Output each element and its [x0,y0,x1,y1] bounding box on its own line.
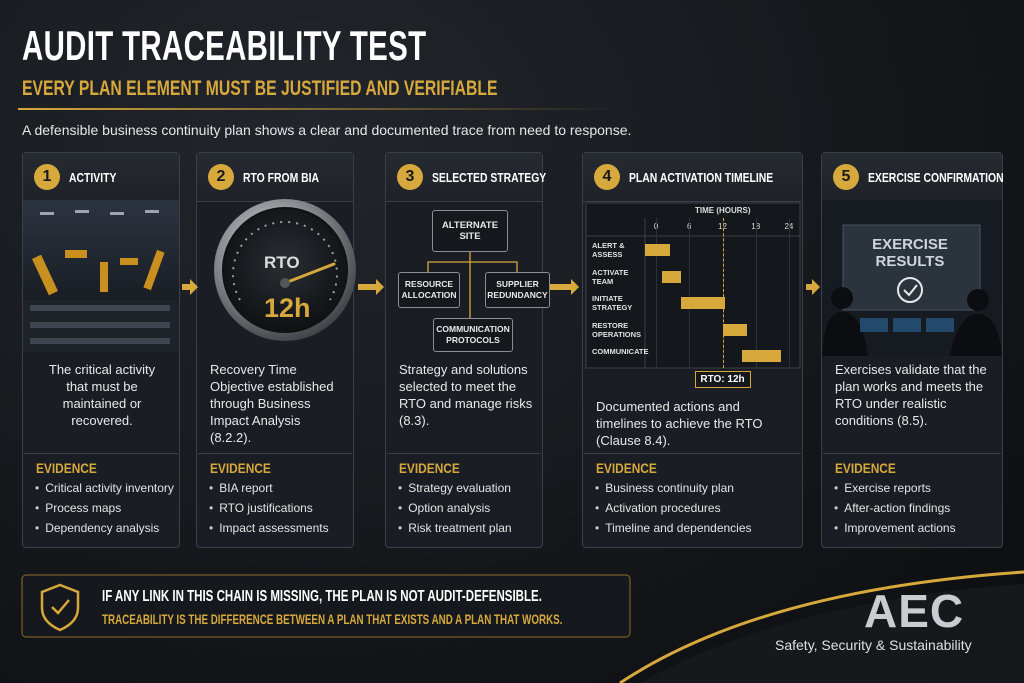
gantt-frame [585,202,801,369]
gauge-value: 12h [264,293,311,323]
evidence-item: Activation procedures [595,501,720,515]
evidence-item: Process maps [35,501,121,515]
evidence-item: Business continuity plan [595,481,734,495]
step-description: Documented actions and timelines to achi… [596,399,763,448]
separator [387,453,541,454]
evidence-item: Timeline and dependencies [595,521,751,535]
step-number: 5 [833,164,859,190]
exercise-image [822,200,1002,356]
step-heading: RTO FROM BIA [243,170,320,185]
step-description: The critical activity that must be maint… [48,362,156,428]
task-label: ACTIVATE TEAM [592,267,629,286]
timeline-axis-label: TIME (HOURS) [695,206,751,215]
evidence-heading: EVIDENCE [596,460,657,476]
slogan: Safety, Security & Sustainability [775,637,972,653]
strategy-node: ALTERNATE SITE [432,210,508,252]
strategy-node: COMMUNICATION PROTOCOLS [433,318,513,352]
evidence-item: Improvement actions [834,521,955,535]
evidence-item: RTO justifications [209,501,313,515]
step-heading: EXERCISE CONFIRMATION [868,170,1004,185]
card-header: 2 RTO FROM BIA [197,153,353,202]
logo-swoosh [619,570,1024,683]
evidence-item: Impact assessments [209,521,328,535]
task-label: ALERT & ASSESS [592,241,625,259]
subtitle: EVERY PLAN ELEMENT MUST BE JUSTIFIED AND… [22,77,498,100]
step-description: Exercises validate that the plan works a… [835,362,987,428]
rto-line [722,218,724,368]
task-label: INITIATE STRATEGY [592,294,633,312]
logo-panel [640,584,1024,683]
task-bar [741,350,781,362]
task-bar [661,270,681,283]
factory-image [23,200,179,352]
gauge-label: RTO [264,253,300,272]
card-header: 5 EXERCISE CONFIRMATION [822,153,1004,202]
task-bar [680,297,726,309]
task-label: RESTORE OPERATIONS [592,320,642,339]
shield-icon [40,583,80,632]
separator [198,453,352,454]
footer-tagline: TRACEABILITY IS THE DIFFERENCE BETWEEN A… [102,611,563,627]
evidence-item: Exercise reports [834,481,931,495]
logo: AEC [864,585,965,637]
step-number: 3 [397,164,423,190]
step-number: 2 [208,164,234,190]
task-label: COMMUNICATE [592,347,649,356]
step-description: Recovery Time Objective established thro… [210,362,334,445]
separator [24,453,178,454]
strategy-node: RESOURCE ALLOCATION [398,272,460,308]
strategy-connectors [427,252,518,318]
card-header: 3 SELECTED STRATEGY [386,153,546,202]
step-number: 4 [594,164,620,190]
gauge [214,199,356,341]
warning-box [21,574,631,638]
grid-line [755,218,757,368]
task-bar [722,323,748,336]
footer-warning: IF ANY LINK IN THIS CHAIN IS MISSING, TH… [102,588,542,605]
evidence-item: BIA report [209,481,272,495]
step-number: 1 [34,164,60,190]
evidence-heading: EVIDENCE [399,460,460,476]
title: AUDIT TRACEABILITY TEST [22,22,427,69]
step-card: 3 SELECTED STRATEGY Strategy and solutions… [385,152,546,548]
evidence-item: Risk treatment plan [398,521,511,535]
step-description: Strategy and solutions selected to meet … [399,362,533,428]
evidence-heading: EVIDENCE [835,460,896,476]
grid-line [788,218,790,368]
evidence-item: After-action findings [834,501,950,515]
card-header: 4 PLAN ACTIVATION TIMELINE [583,153,802,202]
evidence-item: Option analysis [398,501,490,515]
x-tick-label: 6 [679,222,699,231]
evidence-item: Strategy evaluation [398,481,511,495]
intro: A defensible business continuity plan sh… [22,122,632,138]
exercise-screen-text: EXERCISE RESULTS [872,236,948,270]
task-bar [645,244,670,256]
step-heading: SELECTED STRATEGY [432,170,547,185]
separator [823,453,1001,454]
evidence-heading: EVIDENCE [210,460,271,476]
strategy-node: SUPPLIER REDUNDANCY [485,272,550,308]
step-heading: ACTIVITY [69,170,117,185]
step-heading: PLAN ACTIVATION TIMELINE [629,170,774,185]
evidence-heading: EVIDENCE [36,460,97,476]
evidence-item: Dependency analysis [35,521,159,535]
x-tick-label: 0 [646,222,666,231]
rto-label: RTO: 12h [694,371,751,388]
evidence-item: Critical activity inventory [35,481,174,495]
grid-line [656,218,658,368]
separator [584,453,801,454]
flow-arrows [182,279,820,295]
grid-line [689,218,691,368]
title-rule [18,108,618,110]
